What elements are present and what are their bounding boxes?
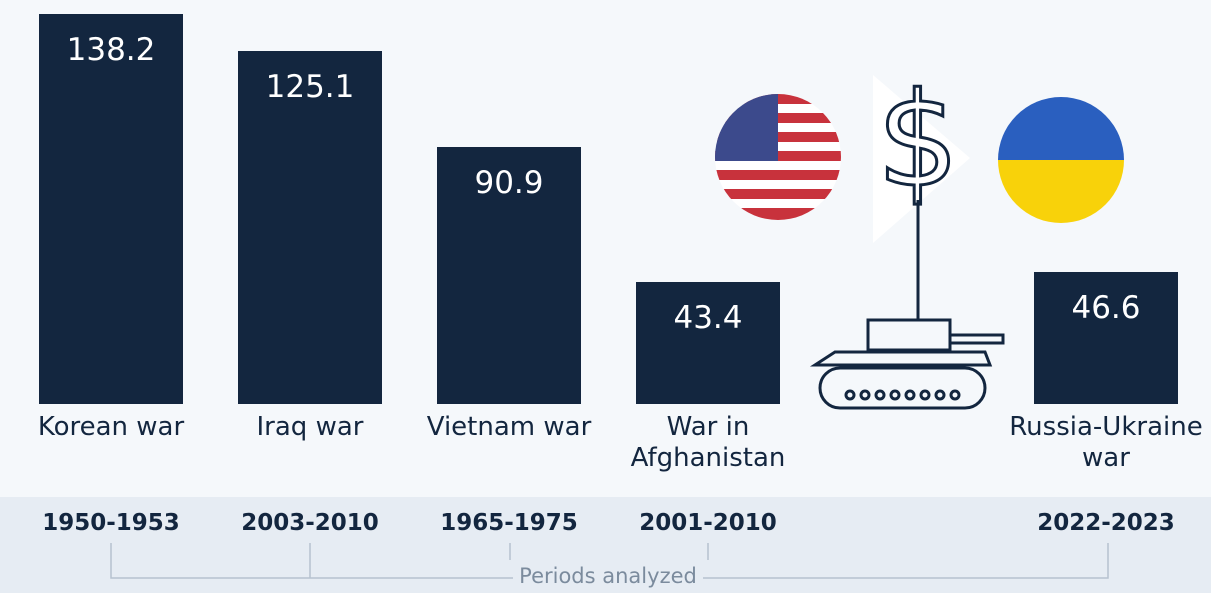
period-label: 2022-2023	[1007, 510, 1206, 536]
value-label: 43.4	[636, 300, 780, 336]
period-label: 1950-1953	[12, 510, 211, 536]
chart: $ Periods analyzed 138.2 Korean war 1950-1…	[0, 0, 1211, 593]
category-label: Russia-Ukraine war	[1001, 412, 1211, 474]
ukraine-flag	[998, 97, 1124, 223]
category-label: War in Afghanistan	[603, 412, 813, 474]
value-label: 90.9	[437, 165, 581, 201]
us-flag	[715, 94, 841, 220]
value-label: 125.1	[238, 69, 382, 105]
period-label: 1965-1975	[410, 510, 609, 536]
periods-label: Periods analyzed	[513, 564, 703, 588]
category-label: Korean war	[6, 412, 216, 443]
category-label: Iraq war	[205, 412, 415, 443]
dollar-icon: $	[877, 64, 960, 216]
periods-label-wrap: Periods analyzed	[488, 564, 728, 588]
bar	[39, 14, 183, 404]
category-label: Vietnam war	[404, 412, 614, 443]
period-label: 2001-2010	[609, 510, 808, 536]
value-label: 138.2	[39, 32, 183, 68]
tank-icon	[815, 200, 1003, 408]
value-label: 46.6	[1034, 290, 1178, 326]
period-label: 2003-2010	[211, 510, 410, 536]
